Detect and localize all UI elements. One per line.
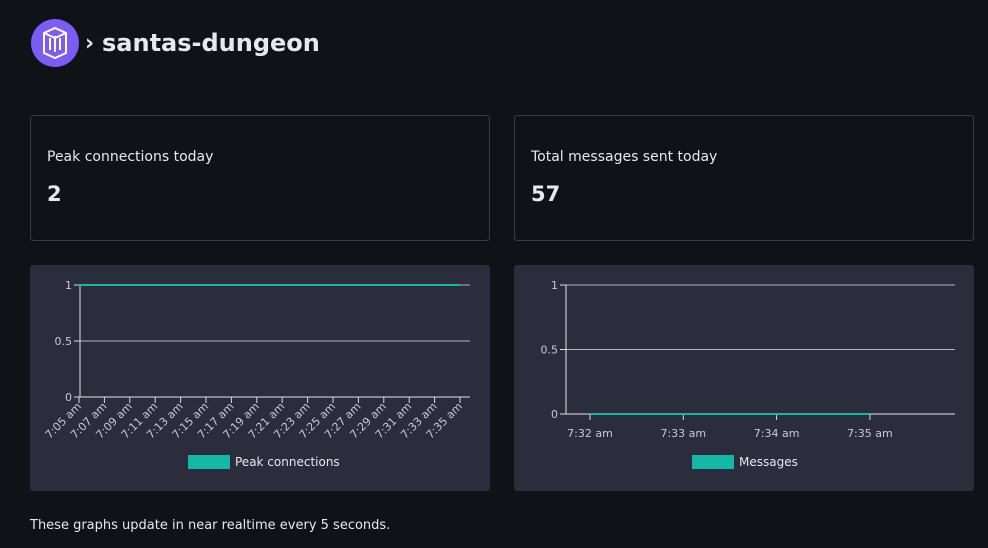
legend-swatch [188, 455, 230, 469]
y-tick-label: 0 [65, 391, 72, 404]
chart-panel [514, 265, 974, 491]
legend-label: Peak connections [235, 455, 340, 469]
y-tick-label: 1 [551, 279, 558, 292]
stat-card [514, 115, 974, 241]
page-title: santas-dungeon [102, 29, 320, 57]
stat-value: 2 [47, 182, 62, 206]
stat-card [30, 115, 490, 241]
x-tick-label: 7:34 am [754, 427, 800, 440]
y-tick-label: 0.5 [541, 344, 559, 357]
footer-note: These graphs update in near realtime eve… [29, 518, 390, 533]
x-tick-label: 7:33 am [660, 427, 706, 440]
legend-label: Messages [739, 455, 798, 469]
y-tick-label: 0 [551, 408, 558, 421]
legend-swatch [692, 455, 734, 469]
x-tick-label: 7:35 am [847, 427, 893, 440]
stat-label: Peak connections today [47, 149, 213, 165]
stat-label: Total messages sent today [530, 149, 717, 165]
y-tick-label: 1 [65, 279, 72, 292]
y-tick-label: 0.5 [55, 335, 73, 348]
breadcrumb-separator: › [85, 31, 94, 56]
chart-panel [30, 265, 490, 491]
logo-icon [43, 26, 67, 60]
x-tick-label: 7:32 am [567, 427, 613, 440]
stat-value: 57 [531, 182, 560, 206]
